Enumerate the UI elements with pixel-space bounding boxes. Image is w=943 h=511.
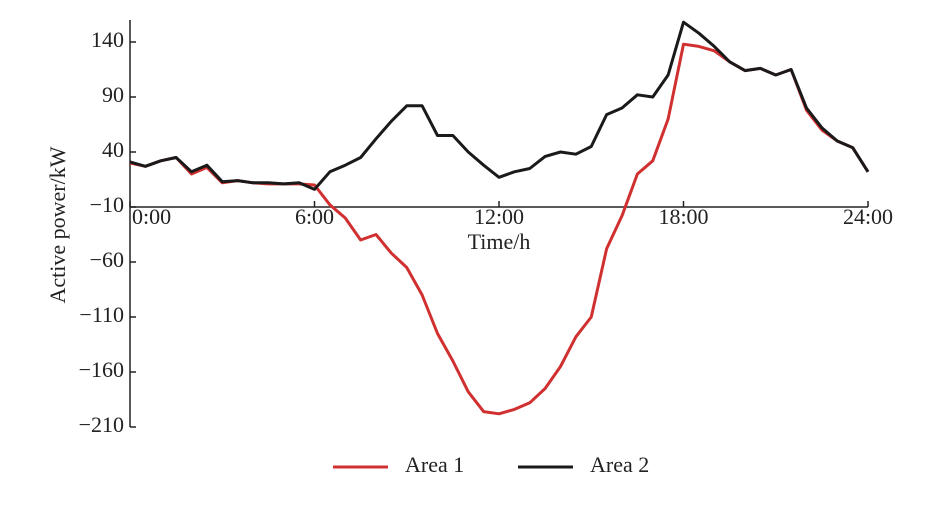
y-axis-label: Active power/kW <box>45 146 70 303</box>
x-axis-label: Time/h <box>468 229 531 254</box>
legend-label: Area 2 <box>590 452 649 477</box>
y-tick-label: −10 <box>90 192 124 217</box>
x-tick-label: 0:00 <box>132 204 171 229</box>
y-tick-label: −110 <box>79 302 124 327</box>
y-tick-label: 40 <box>102 137 124 162</box>
y-tick-label: 90 <box>102 82 124 107</box>
x-tick-label: 12:00 <box>474 204 524 229</box>
line-series <box>129 20 870 191</box>
y-tick-label: −210 <box>79 412 124 437</box>
x-tick-label: 6:00 <box>295 204 334 229</box>
legend-label: Area 1 <box>405 452 464 477</box>
x-tick-label: 18:00 <box>658 204 708 229</box>
y-tick-label: −60 <box>90 247 124 272</box>
y-tick-label: −160 <box>79 357 124 382</box>
y-tick-label: 140 <box>91 27 124 52</box>
x-tick-label: 24:00 <box>843 204 893 229</box>
